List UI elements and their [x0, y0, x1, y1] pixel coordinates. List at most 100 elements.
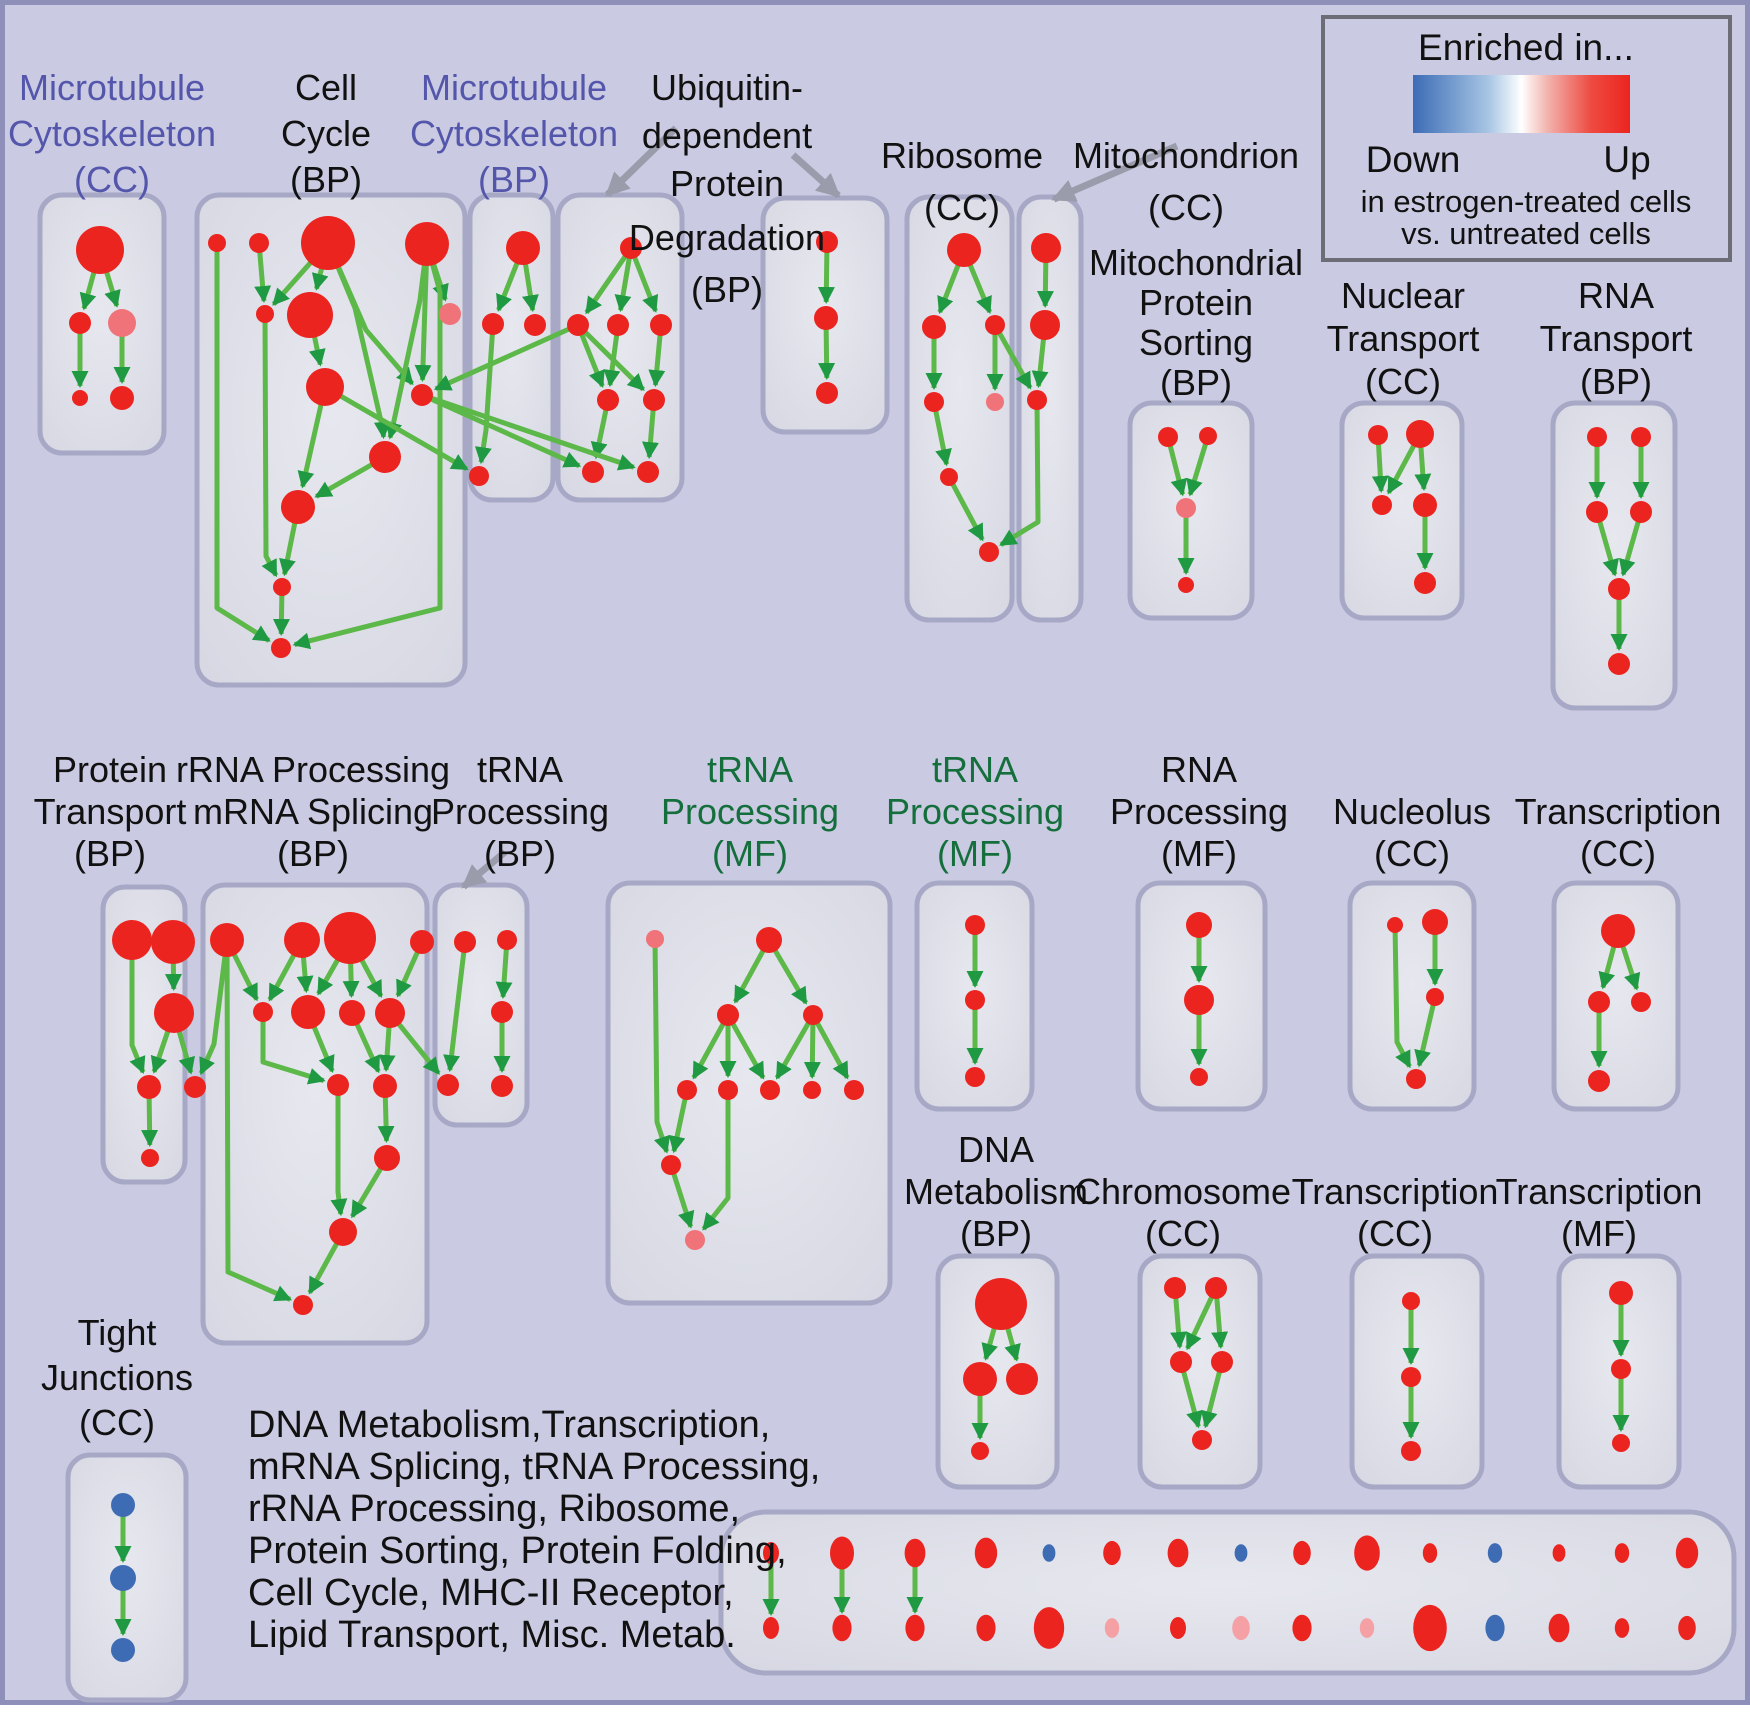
gene-node-red — [582, 461, 604, 483]
group-box-microtubule-cytoskeleton-cc — [37, 192, 167, 456]
gene-node-red — [1608, 653, 1630, 675]
gene-node-red — [327, 1074, 349, 1096]
gene-node-red — [643, 389, 665, 411]
edge-arrow-trna-processing-mf-1 — [803, 1014, 821, 1079]
cross-edge-arrow — [420, 392, 582, 469]
gene-node-red — [607, 314, 629, 336]
edge-arrow-chromosome-cc — [1178, 1361, 1203, 1429]
label-pointer-arrow — [461, 849, 508, 890]
gene-node-lightpink — [1232, 1615, 1250, 1641]
gene-node-red — [1292, 1614, 1312, 1642]
group-box-chromosome-cc — [1137, 1253, 1263, 1490]
gene-node-red — [137, 1075, 161, 1099]
gene-node-red — [717, 1004, 739, 1026]
gene-node-red — [1548, 1613, 1570, 1643]
group-box-rrna-processing-mrna-splicing-bp — [200, 882, 430, 1346]
legend-gradient-bar — [1413, 75, 1630, 133]
gene-node-red — [329, 1218, 357, 1246]
gene-node-red — [375, 998, 405, 1028]
gene-node-red — [1164, 1277, 1186, 1299]
edge-arrow-nucleolus-cc — [1414, 996, 1438, 1068]
gene-node-red — [1033, 1607, 1065, 1649]
gene-node-red — [287, 292, 333, 338]
edge-arrow-trna-processing-mf-1 — [691, 1013, 731, 1080]
gene-node-pink — [986, 393, 1004, 411]
gene-node-red — [1614, 1618, 1630, 1638]
gene-node-red — [151, 920, 195, 964]
gene-node-red — [816, 231, 838, 253]
gene-node-red — [374, 1145, 400, 1171]
gene-node-red — [256, 305, 274, 323]
legend-box — [1321, 15, 1732, 262]
gene-node-red — [661, 1155, 681, 1175]
legend-title: Enriched in... — [1418, 27, 1634, 68]
group-label-mitochondrion-cc: Mitochondrion (CC) — [1073, 135, 1299, 228]
gene-node-red — [491, 1001, 513, 1023]
gene-node-red — [760, 1080, 780, 1100]
gene-node-red — [904, 1538, 926, 1568]
gene-node-red — [1422, 1543, 1438, 1563]
gene-node-red — [965, 915, 985, 935]
edge-arrow-chromosome-cc — [1200, 1361, 1225, 1429]
gene-node-red — [1413, 493, 1437, 517]
edge-arrow-cell-cycle-bp — [292, 243, 443, 650]
gene-node-pink — [439, 303, 461, 325]
edge-arrow-trna-processing-mf-1 — [652, 938, 671, 1154]
gene-node-red — [1601, 914, 1635, 948]
gene-node-red — [816, 382, 838, 404]
gene-node-red — [437, 1074, 459, 1096]
gene-node-red — [1205, 1277, 1227, 1299]
gene-node-red — [1552, 1544, 1566, 1562]
gene-node-red — [112, 920, 152, 960]
gene-node-red — [1422, 909, 1448, 935]
gene-node-red — [1588, 1070, 1610, 1092]
gene-node-red — [1190, 1068, 1208, 1086]
gene-node-red — [1406, 1069, 1426, 1089]
gene-node-red — [1678, 1615, 1696, 1641]
group-label-microtubule-cytoskeleton-cc: Microtubule Cytoskeleton (CC) — [8, 67, 216, 200]
gene-node-red — [620, 237, 642, 259]
gene-node-red — [1612, 1434, 1630, 1452]
gene-node-red — [271, 638, 291, 658]
cross-edge-arrow — [999, 399, 1041, 547]
legend-subtitle-2: vs. untreated cells — [1401, 216, 1651, 251]
gene-node-red — [405, 222, 449, 266]
edge-arrow-ribosome-cc — [931, 401, 952, 467]
gene-node-red — [1006, 1363, 1038, 1395]
gene-node-red — [1030, 310, 1060, 340]
edge-arrow-cell-cycle-bp — [385, 243, 430, 440]
gene-node-red — [1354, 1535, 1380, 1571]
edge-arrow-cell-cycle-bp — [214, 243, 271, 643]
group-box-rna-transport-bp — [1550, 400, 1678, 711]
cross-edge-arrow — [323, 384, 469, 472]
gene-node-red — [249, 233, 269, 253]
group-box-mitochondrion-cc — [1016, 194, 1084, 623]
gene-node-red — [324, 912, 376, 964]
group-label-tight-junctions-cc: Tight Junctions (CC) — [41, 1312, 193, 1443]
gene-node-red — [814, 306, 838, 330]
gene-node-red — [1413, 1604, 1447, 1652]
gene-node-red — [491, 1075, 513, 1097]
group-label-mitochondrial-protein-sorting-bp: Mitochondrial Protein Sorting (BP) — [1089, 242, 1303, 403]
edge-arrow-trna-processing-mf-1 — [701, 1090, 731, 1231]
gene-node-red — [253, 1002, 273, 1022]
cross-edge-arrow — [992, 323, 1033, 390]
gene-node-red — [1631, 992, 1651, 1012]
gene-node-red — [979, 542, 999, 562]
gene-node-red — [922, 315, 946, 339]
gene-node-red — [1027, 390, 1047, 410]
gene-node-pink — [108, 309, 136, 337]
edge-arrow-trna-processing-bp — [443, 941, 468, 1073]
group-label-nucleolus-cc: Nucleolus (CC) — [1333, 791, 1491, 874]
edge-arrow-rrna-processing-mrna-splicing-bp — [330, 1085, 348, 1217]
gene-node-red — [1611, 1359, 1631, 1379]
gene-node-red — [1184, 985, 1214, 1015]
edge-arrow-cell-cycle-bp — [325, 242, 391, 440]
gene-node-red — [281, 490, 315, 524]
gene-node-red — [293, 1295, 313, 1315]
gene-node-red — [154, 993, 194, 1033]
gene-node-red — [1675, 1537, 1699, 1569]
gene-node-blue — [1234, 1544, 1248, 1562]
gene-node-red — [1293, 1540, 1311, 1566]
gene-node-red — [1170, 1351, 1192, 1373]
